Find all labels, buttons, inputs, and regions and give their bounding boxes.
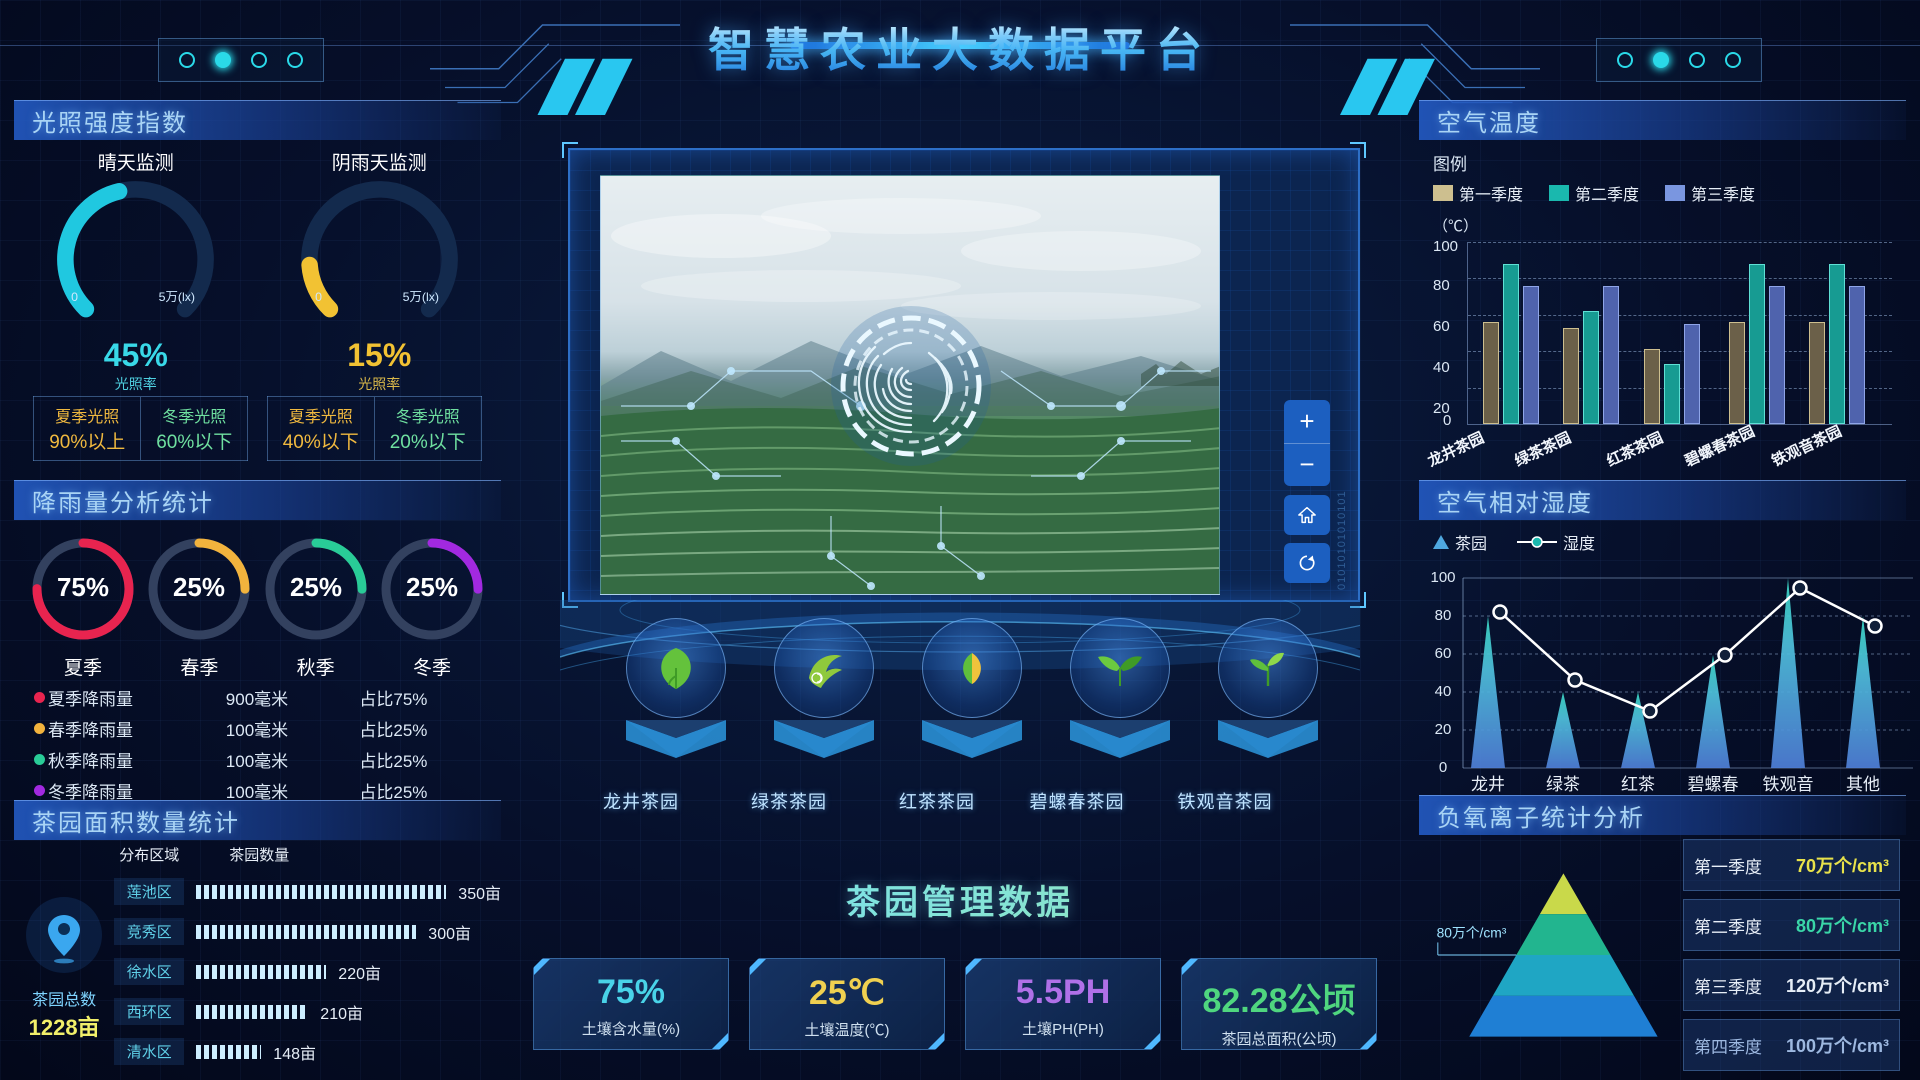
svg-text:25%: 25% bbox=[290, 572, 342, 602]
svg-text:5万(lx): 5万(lx) bbox=[402, 290, 438, 304]
svg-text:20: 20 bbox=[1435, 721, 1452, 738]
svg-text:0: 0 bbox=[71, 290, 78, 304]
svg-text:25%: 25% bbox=[173, 572, 225, 602]
svg-text:红茶: 红茶 bbox=[1621, 775, 1655, 794]
svg-text:碧螺春: 碧螺春 bbox=[1688, 775, 1739, 794]
svg-text:0: 0 bbox=[315, 290, 322, 304]
svg-text:其他: 其他 bbox=[1846, 775, 1880, 794]
svg-text:100: 100 bbox=[1430, 569, 1455, 586]
svg-text:龙井: 龙井 bbox=[1471, 775, 1505, 794]
svg-text:绿茶: 绿茶 bbox=[1546, 775, 1580, 794]
svg-text:5万(lx): 5万(lx) bbox=[159, 290, 195, 304]
svg-text:80: 80 bbox=[1435, 607, 1452, 624]
svg-text:80万个/cm³: 80万个/cm³ bbox=[1437, 924, 1507, 940]
svg-text:铁观音: 铁观音 bbox=[1763, 775, 1814, 794]
svg-text:60: 60 bbox=[1435, 645, 1452, 662]
svg-text:40: 40 bbox=[1435, 683, 1452, 700]
svg-text:0: 0 bbox=[1439, 759, 1447, 776]
svg-text:75%: 75% bbox=[57, 572, 109, 602]
svg-text:25%: 25% bbox=[406, 572, 458, 602]
